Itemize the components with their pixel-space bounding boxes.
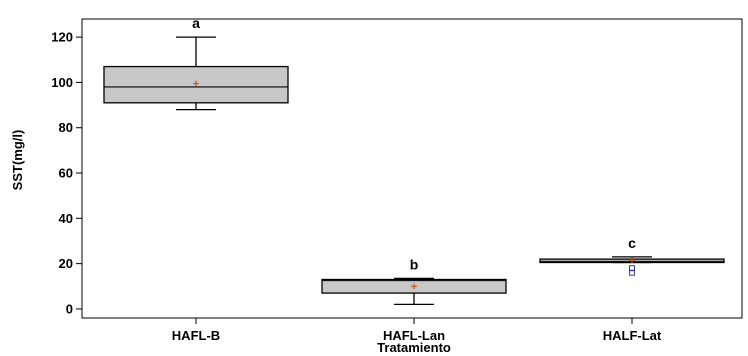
group-letter-label: b bbox=[410, 256, 419, 272]
plot-marks: a b c bbox=[103, 15, 725, 306]
axes: 0 20 40 60 80 100 120 HAFL-B HAFL-Lan HALF-Lat bbox=[51, 18, 743, 343]
y-tick-label: 40 bbox=[59, 211, 73, 226]
outlier-point bbox=[629, 265, 635, 272]
plot-frame bbox=[81, 18, 743, 319]
box-group: b bbox=[321, 256, 507, 306]
y-tick-label: 80 bbox=[59, 120, 73, 135]
x-tick-label: HAFL-B bbox=[172, 328, 220, 343]
y-tick-label: 0 bbox=[66, 301, 73, 316]
box-group: c bbox=[539, 235, 725, 276]
x-tick-label: HALF-Lat bbox=[603, 328, 662, 343]
y-axis-label: SST(mg/l) bbox=[10, 130, 25, 191]
x-tick-label: HAFL-Lan bbox=[383, 328, 445, 343]
y-tick-label: 100 bbox=[51, 75, 73, 90]
y-tick-label: 120 bbox=[51, 30, 73, 45]
y-tick-label: 60 bbox=[59, 166, 73, 181]
box-group: a bbox=[103, 15, 289, 111]
group-letter-label: a bbox=[192, 15, 200, 31]
group-letter-label: c bbox=[628, 235, 636, 251]
y-tick-label: 20 bbox=[59, 256, 73, 271]
x-axis-label: Tratamiento bbox=[377, 340, 451, 355]
